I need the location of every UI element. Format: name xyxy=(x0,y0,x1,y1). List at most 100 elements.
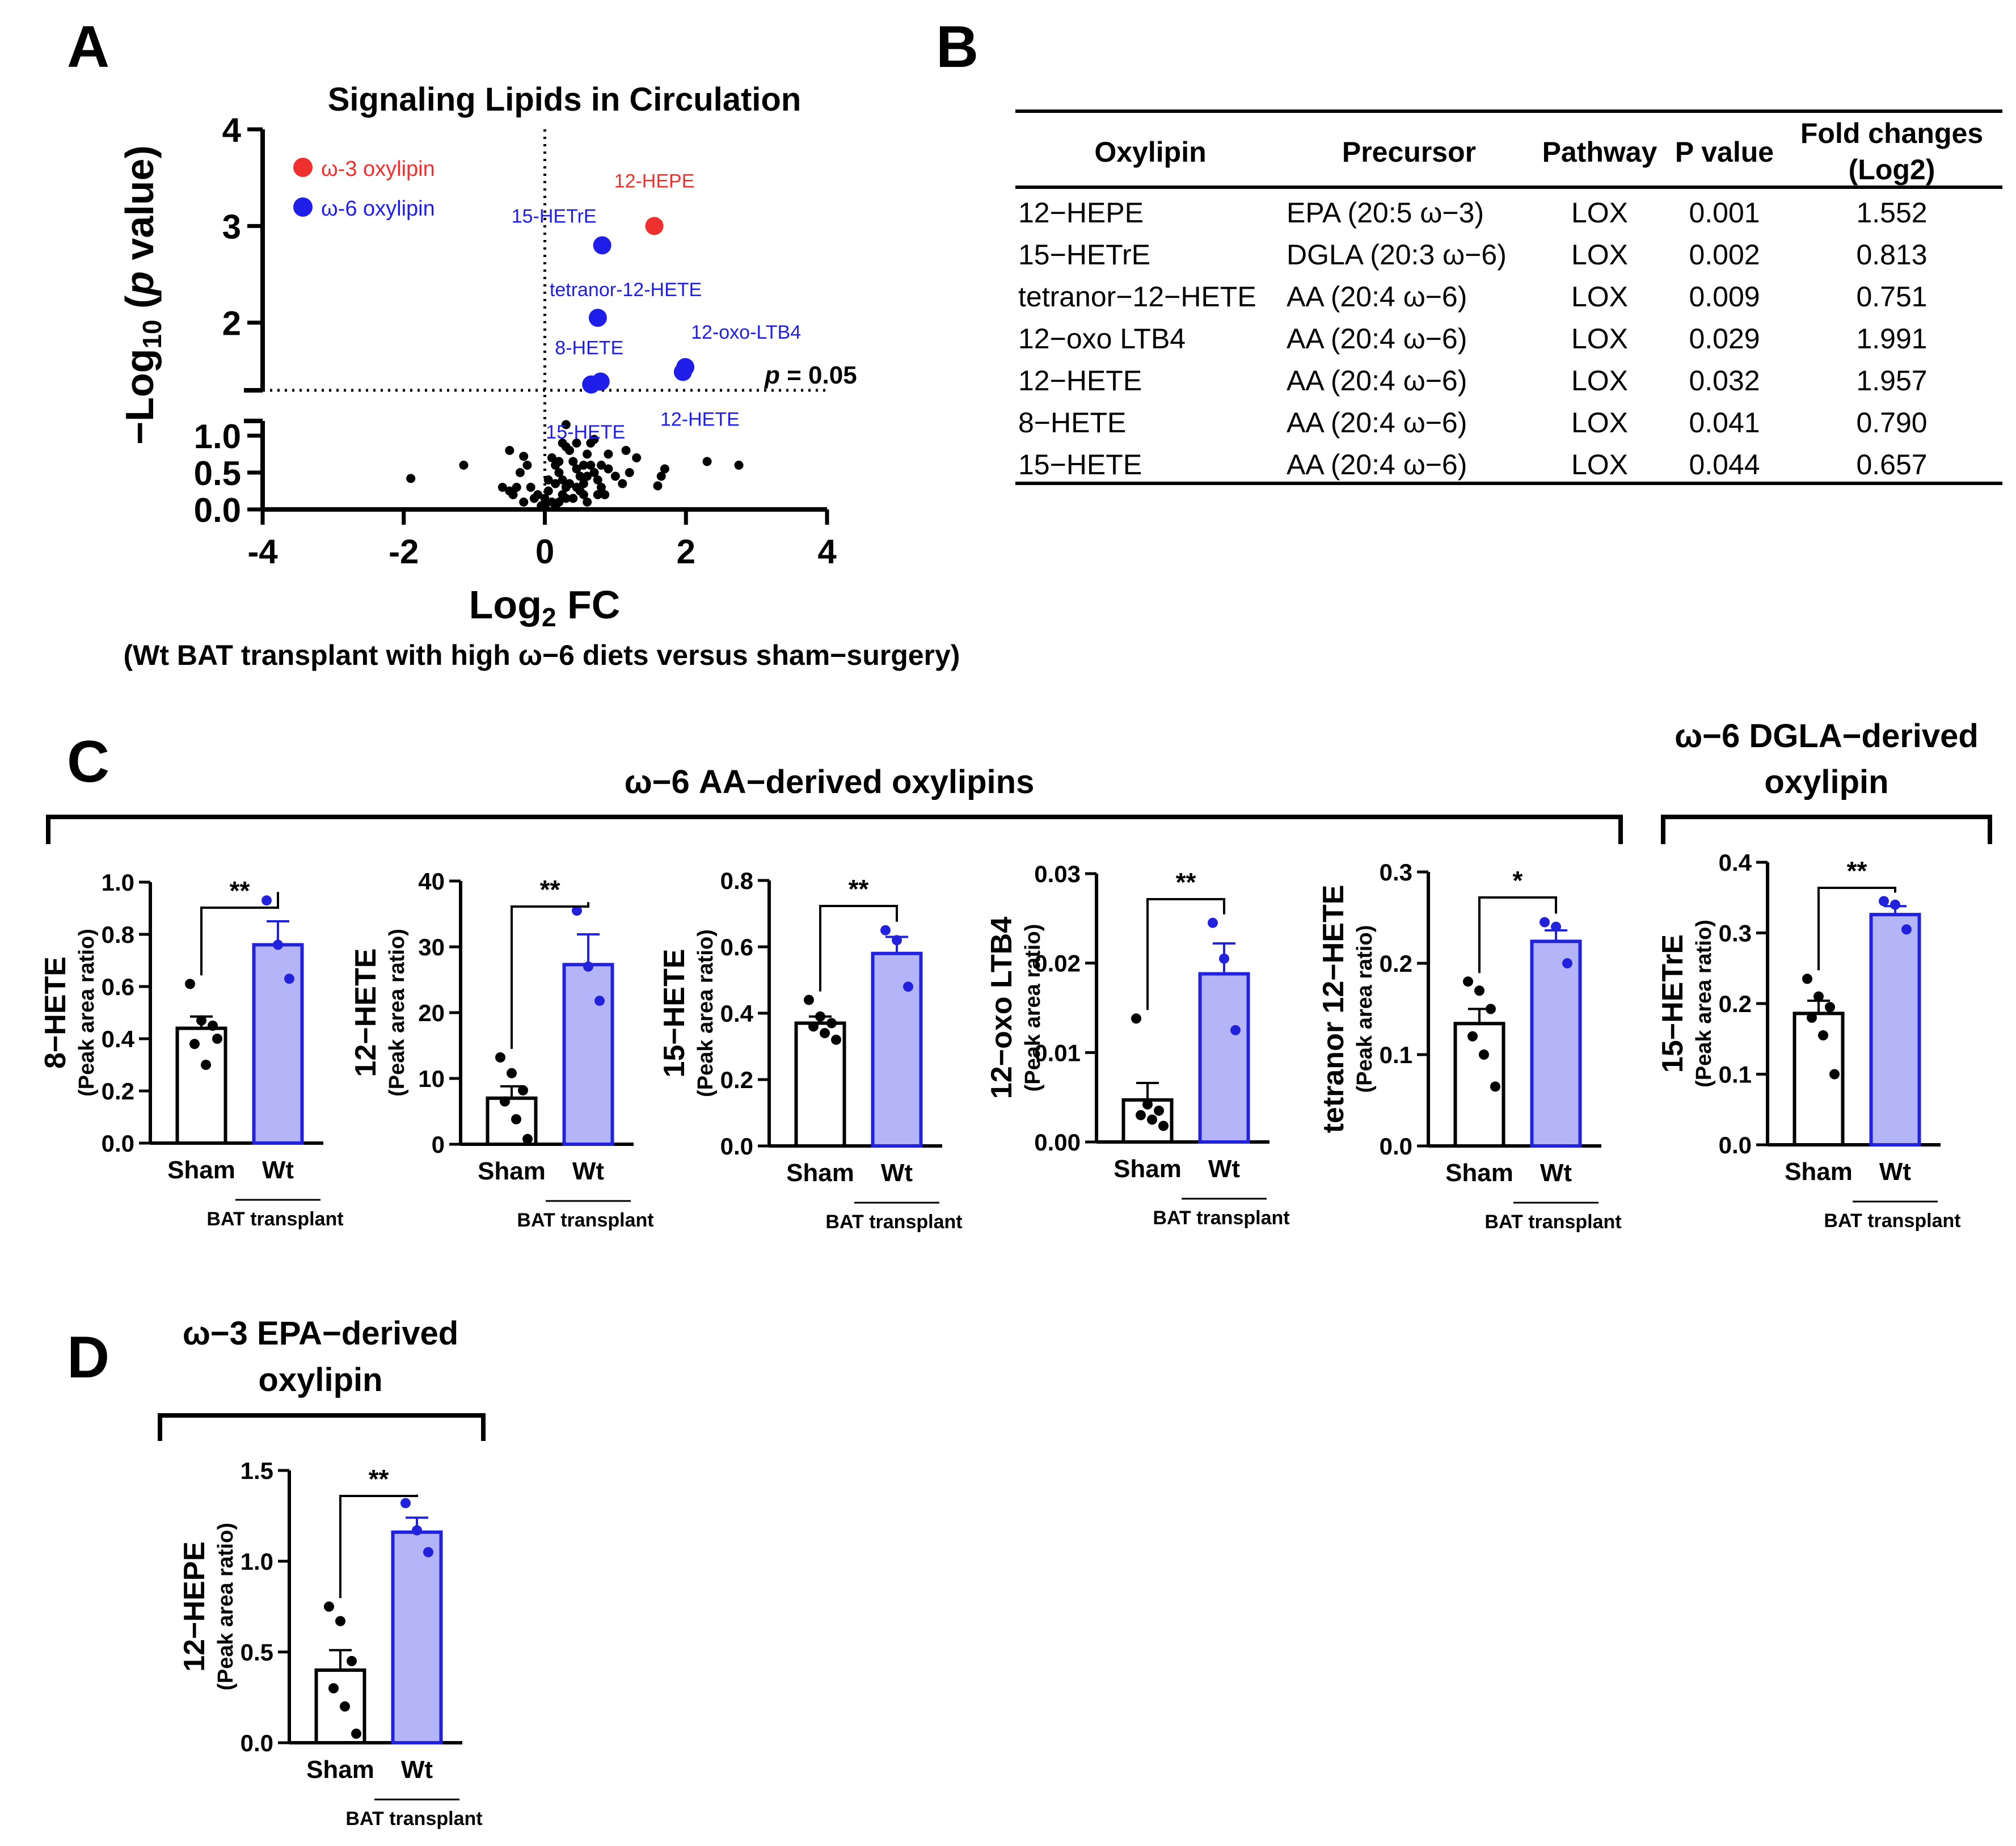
table-header-precursor: Precursor xyxy=(1342,136,1476,168)
data-point xyxy=(1807,1012,1817,1023)
data-point xyxy=(518,1085,528,1095)
data-point xyxy=(575,471,585,481)
data-point xyxy=(189,1039,200,1050)
significant-point xyxy=(645,217,664,235)
panel-letter-c: C xyxy=(67,729,109,795)
y-tick-label: 0.4 xyxy=(102,1026,135,1052)
significance-label: ** xyxy=(1176,867,1196,897)
data-point xyxy=(892,935,902,946)
data-point xyxy=(196,1015,206,1026)
y-tick-label: 0.01 xyxy=(1034,1039,1081,1066)
table-header-pvalue: P value xyxy=(1675,136,1774,168)
data-point xyxy=(185,979,195,989)
data-point xyxy=(1467,1031,1478,1042)
table-cell: 0.002 xyxy=(1689,239,1760,271)
table-cell: 0.041 xyxy=(1689,407,1760,439)
data-point xyxy=(572,483,581,492)
data-point xyxy=(495,1052,505,1063)
data-point xyxy=(519,498,529,507)
y-axis-unit: (Peak area ratio) xyxy=(214,1523,238,1691)
x-tick-label: 2 xyxy=(677,533,695,571)
y-tick-label: 0.4 xyxy=(1719,849,1752,876)
data-point xyxy=(1486,1004,1496,1014)
table-cell: AA (20:4 ω−6) xyxy=(1287,407,1467,439)
data-point xyxy=(1890,899,1900,910)
group-bracket-epa xyxy=(158,1413,486,1441)
y-axis-unit: (Peak area ratio) xyxy=(1353,925,1377,1093)
table-body: 12−HEPE EPA (20:5 ω−3) LOX 0.001 1.552 15−HET… xyxy=(1018,197,1928,481)
panel-letter-d: D xyxy=(67,1325,109,1390)
category-label: Sham xyxy=(306,1756,374,1784)
data-point xyxy=(600,490,610,499)
data-point xyxy=(589,468,599,477)
y-tick-label: 0.5 xyxy=(194,454,241,492)
y-axis-label: 15−HETE xyxy=(658,949,691,1078)
data-point xyxy=(423,1547,433,1557)
data-point xyxy=(583,449,592,459)
table-header-oxylipin: Oxylipin xyxy=(1094,136,1206,168)
bar-chart-4: 0.00 0.01 0.02 0.03 12−oxo LTB4 (Peak area ra… xyxy=(985,861,1290,1229)
table-cell: DGLA (20:3 ω−6) xyxy=(1287,239,1507,271)
significance-label: ** xyxy=(369,1464,389,1494)
data-point xyxy=(572,464,581,474)
data-point xyxy=(1479,1050,1489,1060)
oxylipin-table: Oxylipin Precursor Pathway P value Fold … xyxy=(1015,109,2002,485)
table-cell: 12−oxo LTB4 xyxy=(1018,323,1186,355)
y-tick-label: 0.0 xyxy=(720,1133,753,1160)
data-point xyxy=(1142,1099,1153,1110)
y-axis-unit: (Peak area ratio) xyxy=(1692,920,1716,1088)
data-point xyxy=(831,1034,841,1045)
data-point xyxy=(500,1096,510,1107)
significant-point xyxy=(582,375,601,394)
group-label: BAT transplant xyxy=(345,1808,482,1830)
data-point xyxy=(1474,985,1484,996)
category-label: Sham xyxy=(478,1157,546,1185)
y-tick-label: 10 xyxy=(418,1065,445,1092)
significant-point xyxy=(673,363,692,381)
data-point xyxy=(589,435,599,444)
table-cell: 1.991 xyxy=(1856,323,1927,355)
data-point xyxy=(554,468,564,477)
table-header-fold: Fold changes xyxy=(1800,117,1983,149)
data-point xyxy=(1813,991,1824,1002)
data-point xyxy=(565,479,575,488)
category-label: Wt xyxy=(1540,1159,1572,1187)
data-point xyxy=(519,452,529,461)
y-tick-label: 30 xyxy=(418,934,445,960)
y-tick-label: 0.0 xyxy=(241,1730,273,1756)
data-point xyxy=(522,1133,533,1144)
data-point xyxy=(335,1616,345,1626)
volcano-xlabel: Log2 FC xyxy=(469,583,621,632)
group-header-epa-2: oxylipin xyxy=(258,1362,382,1398)
y-tick-label: 0.4 xyxy=(720,1000,754,1027)
data-point xyxy=(604,449,613,459)
y-tick-label: 40 xyxy=(418,868,445,895)
significance-bracket xyxy=(200,892,279,976)
data-point xyxy=(568,457,578,466)
table-cell: 8−HETE xyxy=(1018,407,1126,439)
panel-letter-a: A xyxy=(67,14,109,80)
significance-bracket xyxy=(1478,896,1557,973)
bar-chart-7: 0.0 0.5 1.0 1.5 12−HEPE (Peak area ratio) Sham… xyxy=(178,1457,483,1830)
significance-bracket xyxy=(1146,898,1225,1010)
data-point xyxy=(406,474,416,483)
y-tick-label: 0.6 xyxy=(102,973,134,1000)
table-cell: tetranor−12−HETE xyxy=(1018,281,1256,313)
significance-label: * xyxy=(1513,866,1523,895)
y-tick-label: 0.8 xyxy=(102,921,134,948)
y-tick-label: 0.1 xyxy=(1719,1061,1752,1088)
data-point xyxy=(273,939,283,950)
y-tick-label: 0.0 xyxy=(102,1130,134,1157)
y-tick-label: 3 xyxy=(222,208,241,246)
bar-chart-1: 0.0 0.2 0.4 0.6 0.8 1.0 8−HETE (Peak area ratio… xyxy=(39,869,344,1230)
data-point xyxy=(512,483,521,492)
data-point xyxy=(579,490,588,499)
y-tick-label: 1.0 xyxy=(194,418,241,456)
data-point xyxy=(212,1034,222,1044)
table-cell: 0.029 xyxy=(1689,323,1760,355)
point-label: 15-HETE xyxy=(546,422,625,443)
data-point xyxy=(586,461,596,470)
y-tick-label: 0.5 xyxy=(241,1639,273,1666)
data-point xyxy=(632,453,642,462)
y-tick-label: 2 xyxy=(222,305,241,343)
